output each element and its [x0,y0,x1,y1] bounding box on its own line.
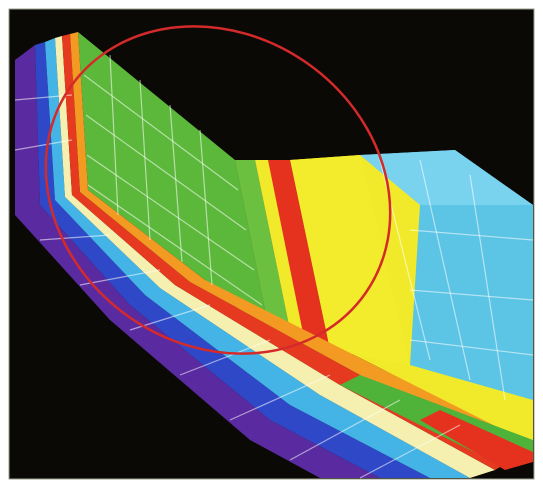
red-lower-stripe [420,410,533,470]
green-panel [78,32,270,335]
purple-band [15,45,380,478]
yellow-stripe [255,160,305,343]
yellow-face [290,155,410,365]
cyan-top [360,150,533,205]
green-stripe [235,160,292,340]
mesh [14,54,534,479]
highlight-ellipse [44,25,392,355]
